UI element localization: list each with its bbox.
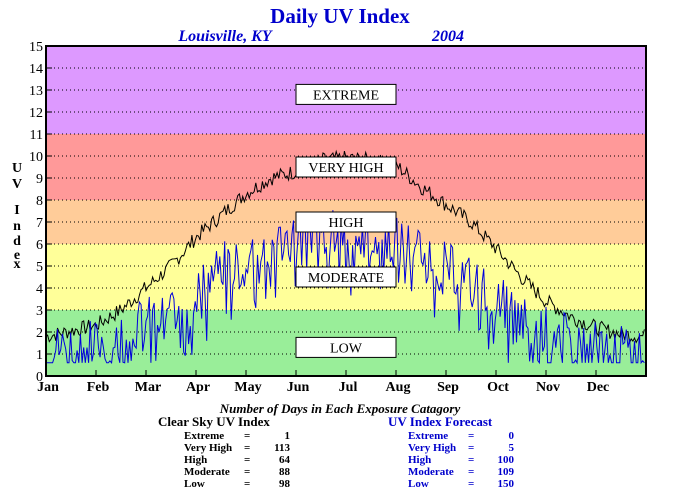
y-tick-label: 5	[36, 260, 43, 275]
stat-value: 98	[279, 478, 290, 490]
band-label-box	[295, 156, 397, 178]
forecast-title: UV Index Forecast	[388, 414, 493, 429]
chart-title: Daily UV Index	[270, 4, 410, 28]
stat-equals: =	[244, 430, 251, 442]
stat-label: Very High	[408, 442, 457, 454]
stat-label: Very High	[184, 442, 233, 454]
stat-equals: =	[468, 478, 475, 490]
stat-label: Moderate	[184, 466, 230, 478]
y-axis-label-char: V	[12, 177, 22, 192]
forecast-table: Extreme = 0 Very High = 5 High = 100 Moderate = 109…	[408, 430, 514, 490]
y-tick-label: 15	[29, 40, 43, 55]
stat-value: 88	[279, 466, 290, 478]
series-line-2	[46, 210, 645, 365]
stat-equals: =	[244, 442, 251, 454]
stat-equals: =	[244, 478, 251, 490]
stat-value: 100	[497, 454, 515, 466]
x-tick-label: Mar	[135, 380, 161, 395]
stat-value: 1	[284, 430, 291, 442]
stat-value: 64	[279, 454, 290, 466]
y-tick-label: 14	[29, 62, 43, 77]
y-tick-label: 3	[36, 304, 43, 319]
y-tick-label: 8	[36, 194, 43, 209]
stat-row: High = 100	[408, 454, 514, 466]
stat-equals: =	[468, 466, 475, 478]
stat-row: Moderate = 109	[408, 466, 514, 478]
y-tick-label: 11	[30, 128, 43, 143]
x-tick-label: Apr	[186, 380, 210, 395]
stat-row: Moderate = 88	[184, 466, 290, 478]
y-axis-label-char: U	[12, 161, 22, 176]
band-label: LOW	[330, 341, 363, 356]
stat-label: High	[184, 454, 208, 466]
stat-value: 113	[274, 442, 290, 454]
y-tick-label: 4	[36, 282, 43, 297]
x-tick-label: Jun	[287, 380, 310, 395]
y-tick-label: 12	[29, 106, 43, 121]
stat-equals: =	[244, 454, 251, 466]
y-tick-label: 0	[36, 370, 43, 385]
y-axis-label-char: x	[14, 257, 21, 272]
band-label-box	[295, 83, 397, 105]
stat-equals: =	[468, 442, 475, 454]
series-line-1	[45, 149, 645, 345]
x-tick-label: Oct	[487, 380, 509, 395]
stat-value: 150	[497, 478, 515, 490]
y-axis-label-char: I	[14, 203, 19, 218]
stat-label: High	[408, 454, 432, 466]
x-tick-label: Nov	[536, 380, 560, 395]
stat-label: Extreme	[408, 430, 449, 442]
y-axis-label-char: n	[13, 219, 21, 234]
y-axis-label-char: d	[13, 234, 21, 249]
y-tick-label: 1	[36, 348, 43, 363]
stat-value: 109	[497, 466, 515, 478]
chart-year: 2004	[431, 28, 464, 45]
stat-row: Low = 150	[408, 478, 514, 490]
y-axis-label-char: e	[14, 248, 20, 263]
clear-sky-table: Extreme = 1 Very High = 113 High = 64 Moderate = 88…	[184, 430, 290, 490]
stat-row: Low = 98	[184, 478, 290, 490]
x-tick-label: Sep	[437, 380, 459, 395]
x-tick-label: Aug	[386, 380, 411, 395]
y-tick-label: 9	[36, 172, 43, 187]
stat-row: Extreme = 1	[184, 430, 290, 442]
x-tick-label: Jul	[339, 380, 358, 395]
clear-sky-title: Clear Sky UV Index	[158, 414, 270, 429]
stat-value: 5	[508, 442, 515, 454]
stat-equals: =	[468, 430, 475, 442]
y-tick-label: 6	[36, 238, 43, 253]
band-label-box	[295, 266, 397, 288]
y-tick-label: 2	[36, 326, 43, 341]
y-tick-label: 13	[29, 84, 43, 99]
stat-label: Low	[184, 478, 205, 490]
x-tick-label: Feb	[87, 380, 110, 395]
stat-row: Very High = 5	[408, 442, 514, 454]
stat-label: Extreme	[184, 430, 225, 442]
x-tick-label: May	[234, 380, 261, 395]
stat-row: High = 64	[184, 454, 290, 466]
chart-location: Louisville, KY	[177, 28, 273, 45]
x-tick-label: Jan	[37, 380, 59, 395]
summary-heading: Number of Days in Each Exposure Catagory	[219, 401, 461, 416]
band-label: EXTREME	[313, 88, 379, 103]
band-label-box	[295, 211, 397, 233]
stat-row: Extreme = 0	[408, 430, 514, 442]
band-label: VERY HIGH	[308, 161, 383, 176]
y-tick-label: 10	[29, 150, 43, 165]
stat-label: Low	[408, 478, 429, 490]
stat-label: Moderate	[408, 466, 454, 478]
stat-row: Very High = 113	[184, 442, 290, 454]
stat-equals: =	[244, 466, 251, 478]
band-label-box	[295, 336, 397, 358]
band-label: MODERATE	[308, 271, 384, 286]
x-tick-label: Dec	[587, 380, 610, 395]
band-label: HIGH	[329, 216, 364, 231]
stat-value: 0	[508, 430, 515, 442]
y-tick-label: 7	[36, 216, 43, 231]
stat-equals: =	[468, 454, 475, 466]
